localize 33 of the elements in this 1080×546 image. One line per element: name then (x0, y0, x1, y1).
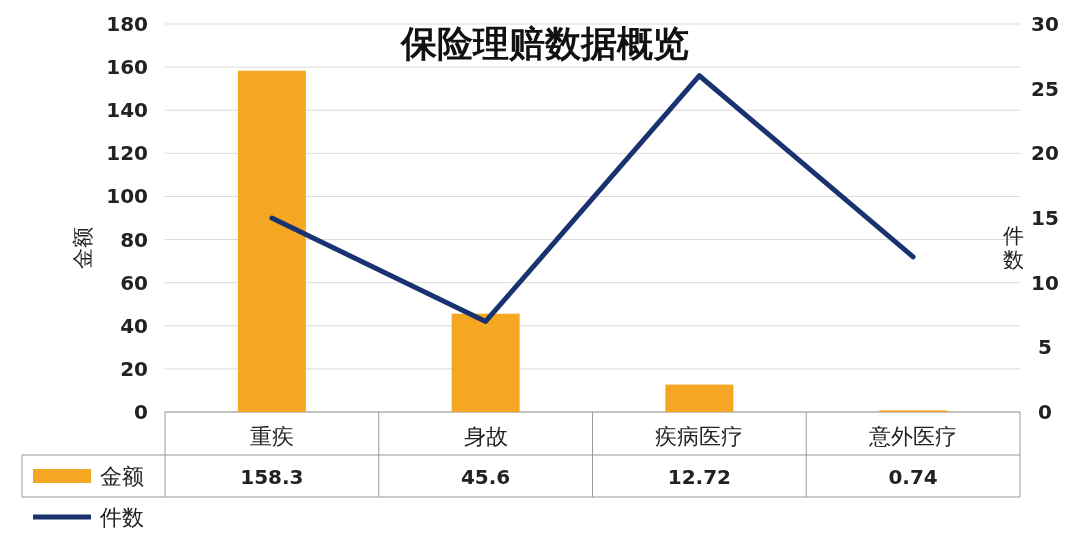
x-tick-label: 意外医疗 (868, 424, 958, 449)
y-tick-label: 120 (106, 141, 148, 166)
chart-title: 保险理赔数据概览 (399, 23, 689, 64)
y2-tick-label: 10 (1031, 270, 1059, 295)
y-tick-label: 20 (120, 356, 148, 381)
y-tick-label: 160 (106, 55, 148, 80)
y2-tick-label: 5 (1038, 335, 1052, 360)
y2-tick-label: 20 (1031, 141, 1059, 166)
y-tick-label: 0 (134, 400, 148, 424)
y2-tick-label: 0 (1038, 400, 1052, 424)
x-tick-label: 身故 (463, 424, 508, 449)
legend-label: 件数 (100, 505, 144, 530)
y-axis-title: 金额 (71, 227, 95, 269)
y-tick-label: 180 (106, 12, 148, 36)
y2-tick-label: 15 (1031, 206, 1059, 230)
y2-tick-label: 25 (1031, 76, 1059, 101)
y-tick-label: 60 (120, 270, 148, 295)
x-tick-label: 疾病医疗 (655, 424, 744, 449)
bar (665, 384, 734, 412)
y2-axis-title: 件数 (1002, 224, 1024, 272)
bar (451, 313, 520, 412)
y-tick-label: 40 (120, 313, 148, 338)
data-label: 45.6 (460, 465, 511, 489)
y-tick-label: 100 (106, 184, 148, 209)
data-label: 0.74 (888, 465, 938, 489)
y-tick-label: 80 (120, 227, 148, 252)
y2-tick-label: 30 (1031, 12, 1059, 36)
y-tick-label: 140 (106, 98, 148, 123)
data-label: 12.72 (667, 465, 732, 489)
data-label: 158.3 (240, 465, 304, 489)
x-tick-label: 重疾 (249, 424, 294, 449)
bar (237, 70, 306, 412)
legend-label: 金额 (100, 464, 144, 489)
